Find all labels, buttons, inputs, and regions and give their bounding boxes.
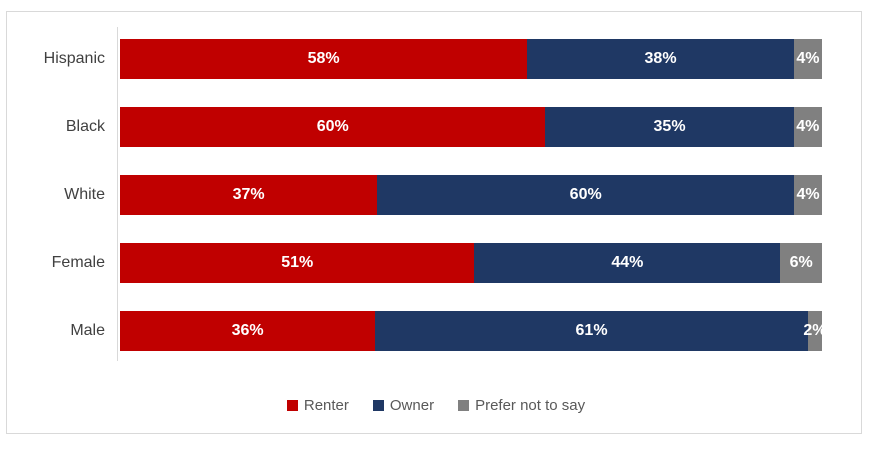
data-label: 44% bbox=[611, 254, 644, 271]
legend-label: Renter bbox=[303, 396, 349, 414]
bar-row-female: 51% 44% 6% bbox=[120, 243, 822, 283]
data-label: 6% bbox=[789, 254, 813, 271]
bar-row-black: 60% 35% 4% bbox=[120, 107, 822, 147]
bar-segment-owner: 61% bbox=[375, 311, 808, 351]
category-label-hispanic: Hispanic bbox=[43, 50, 105, 67]
legend: Renter Owner Prefer not to say bbox=[0, 394, 872, 416]
category-axis: Hispanic Black White Female Male bbox=[0, 39, 105, 379]
legend-item-renter: Renter bbox=[286, 396, 349, 414]
category-label-female: Female bbox=[51, 254, 105, 271]
data-label: 51% bbox=[281, 254, 314, 271]
bar-segment-owner: 60% bbox=[377, 175, 795, 215]
data-label: 2% bbox=[803, 322, 827, 339]
legend-marker-icon bbox=[372, 399, 384, 411]
category-label-male: Male bbox=[70, 322, 105, 339]
data-label: 36% bbox=[231, 322, 264, 339]
bar-row-male: 36% 61% 2% bbox=[120, 311, 826, 351]
bar-segment-prefer-not-to-say: 2% bbox=[803, 311, 826, 351]
legend-label: Prefer not to say bbox=[475, 396, 586, 414]
bar-row-white: 37% 60% 4% bbox=[120, 175, 822, 215]
bar-segment-renter: 51% bbox=[120, 243, 475, 283]
bar-segment-prefer-not-to-say: 4% bbox=[793, 107, 822, 147]
category-label-black: Black bbox=[65, 118, 105, 135]
data-label: 60% bbox=[569, 186, 602, 203]
bar-segment-renter: 60% bbox=[120, 107, 546, 147]
data-label: 4% bbox=[796, 186, 820, 203]
data-label: 61% bbox=[575, 322, 608, 339]
category-label-white: White bbox=[64, 186, 105, 203]
bar-segment-prefer-not-to-say: 6% bbox=[780, 243, 822, 283]
bar-segment-prefer-not-to-say: 4% bbox=[793, 39, 822, 79]
legend-marker-icon bbox=[286, 399, 298, 411]
bar-row-hispanic: 58% 38% 4% bbox=[120, 39, 822, 79]
data-label: 4% bbox=[796, 118, 820, 135]
data-label: 38% bbox=[644, 50, 677, 67]
bar-segment-owner: 35% bbox=[545, 107, 794, 147]
bar-segment-owner: 38% bbox=[527, 39, 794, 79]
data-label: 60% bbox=[316, 118, 349, 135]
y-axis-line bbox=[117, 27, 118, 361]
plot-area: 58% 38% 4% 60% 35% 4% 37% 60% 4% 51% 44% 6% 36% 61% 2% bbox=[120, 39, 826, 379]
data-label: 58% bbox=[307, 50, 340, 67]
bar-segment-prefer-not-to-say: 4% bbox=[794, 175, 822, 215]
data-label: 35% bbox=[653, 118, 686, 135]
legend-item-prefer-not-to-say: Prefer not to say bbox=[458, 397, 585, 414]
legend-label: Owner bbox=[389, 396, 435, 414]
data-label: 37% bbox=[232, 186, 265, 203]
bar-segment-renter: 36% bbox=[120, 311, 376, 351]
data-label: 4% bbox=[796, 50, 820, 67]
legend-marker-icon bbox=[458, 399, 470, 411]
bar-segment-renter: 58% bbox=[120, 39, 528, 79]
chart-border bbox=[6, 11, 862, 434]
bar-segment-renter: 37% bbox=[120, 175, 378, 215]
legend-item-owner: Owner bbox=[372, 396, 435, 414]
bar-segment-owner: 44% bbox=[474, 243, 781, 283]
